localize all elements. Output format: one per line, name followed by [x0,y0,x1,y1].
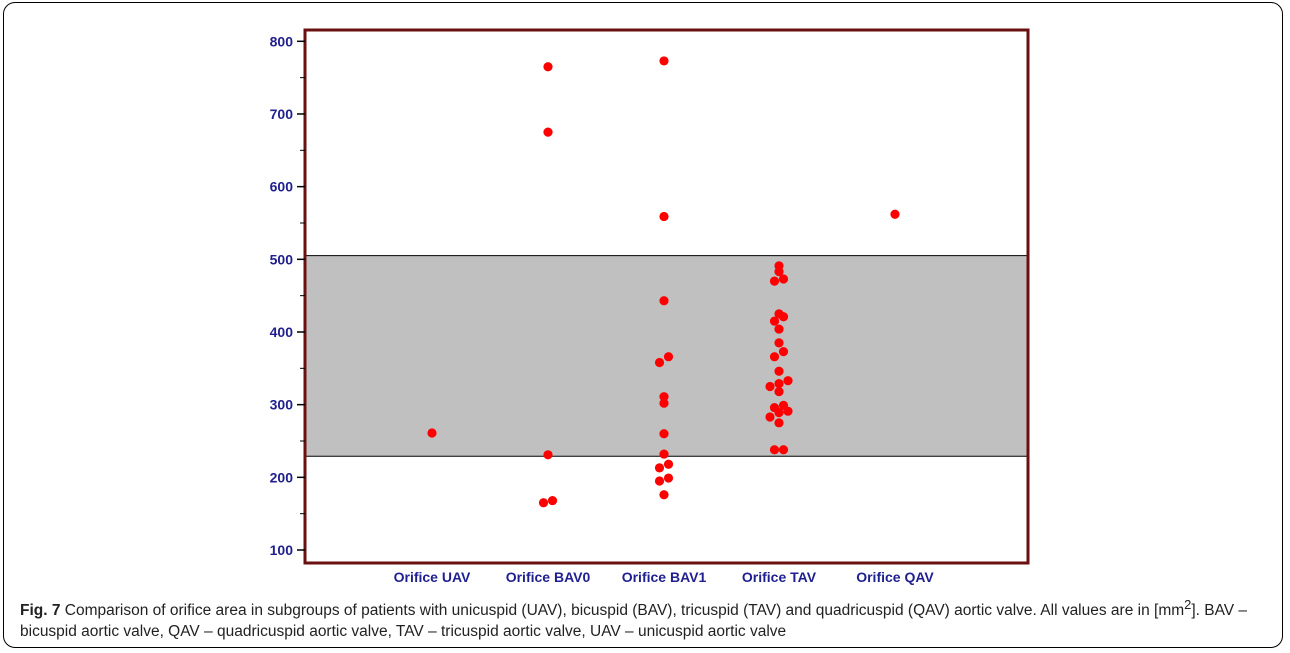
data-point [774,366,784,376]
data-point [659,296,669,306]
x-category-label-2: Orifice BAV0 [506,569,591,585]
data-point [659,211,669,222]
x-category-label-3: Orifice BAV1 [622,569,707,585]
data-point [543,127,553,137]
data-point [778,445,789,455]
data-point [774,267,784,277]
plot-frame [303,28,1030,565]
data-point [663,459,674,469]
y-tick-label-800: 800 [270,33,294,49]
data-point [654,357,665,368]
x-category-label-1: Orifice UAV [394,569,471,585]
caption-text-part-2: ]. BAV – bicuspid aortic valve, QAV – qu… [20,602,1248,641]
caption-text-part-1: Comparison of orifice area in subgroups … [60,602,1185,620]
data-point [659,392,669,402]
data-point [543,62,553,72]
data-point [769,352,780,362]
data-point [538,498,549,508]
caption-label: Fig. 7 [20,602,61,620]
data-point [769,445,780,455]
y-tick-label-400: 400 [270,324,294,340]
y-tick-label-100: 100 [270,542,294,558]
y-axis: 100 200 300 400 500 600 700 800 [270,33,305,558]
data-point [774,418,784,428]
data-point [765,381,775,392]
data-point [663,473,674,483]
data-point [774,324,784,334]
data-point [547,495,558,506]
data-point [769,316,780,326]
data-point [654,463,665,473]
data-point [778,312,789,322]
data-point [774,408,784,418]
data-points [427,56,900,508]
caption-superscript: 2 [1184,597,1192,612]
data-point [663,352,674,362]
x-category-label-4: Orifice TAV [742,569,817,585]
data-point [774,338,784,348]
data-point [427,428,437,438]
data-point [765,412,775,422]
y-tick-label-600: 600 [270,179,294,195]
data-point [543,450,553,460]
data-point [783,406,793,416]
figure-caption: Fig. 7 Comparison of orifice area in sub… [20,594,1270,642]
x-axis: Orifice UAV Orifice BAV0 Orifice BAV1 Orifi… [394,569,935,585]
data-point [659,56,669,66]
y-tick-label-300: 300 [270,397,294,413]
data-point [654,476,665,486]
y-tick-label-500: 500 [270,251,294,267]
x-category-label-5: Orifice QAV [856,569,934,585]
data-point [890,209,900,219]
data-point [774,386,784,397]
data-point [783,376,793,386]
data-point [659,429,669,439]
data-point [778,347,789,357]
data-point [769,276,780,286]
data-point [778,274,789,284]
data-point [659,449,669,459]
data-point [774,378,784,389]
y-tick-label-700: 700 [270,106,294,122]
data-point [659,490,669,500]
data-point [659,398,669,408]
y-tick-label-200: 200 [270,469,294,485]
